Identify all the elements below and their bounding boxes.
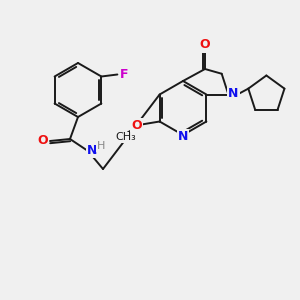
Text: O: O xyxy=(200,38,210,52)
Text: O: O xyxy=(131,119,142,132)
Text: O: O xyxy=(38,134,48,146)
Text: N: N xyxy=(87,143,97,157)
Text: H: H xyxy=(97,141,105,151)
Text: F: F xyxy=(120,68,129,81)
Text: N: N xyxy=(228,87,239,100)
Text: N: N xyxy=(178,130,188,142)
Text: CH₃: CH₃ xyxy=(115,133,136,142)
